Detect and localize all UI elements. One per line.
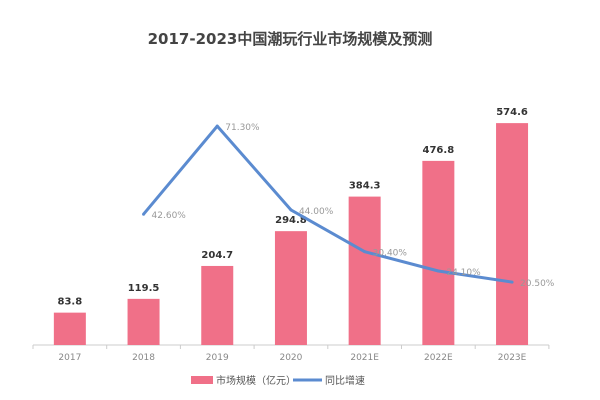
line-data-label: 71.30%	[225, 123, 260, 133]
line-point	[142, 212, 146, 216]
legend-bar-label: 市场规模（亿元）	[216, 374, 296, 387]
x-tick-label: 2017	[58, 353, 81, 363]
bar-data-label: 294.8	[275, 215, 307, 226]
bar	[201, 265, 234, 345]
chart-title: 2017-2023中国潮玩行业市场规模及预测	[147, 30, 433, 48]
bar-data-label: 574.6	[496, 107, 528, 118]
x-tick-label: 2022E	[424, 353, 453, 363]
bar-data-label: 204.7	[201, 250, 233, 261]
bar	[348, 196, 381, 345]
x-tick-label: 2019	[206, 353, 229, 363]
x-tick-label: 2018	[132, 353, 155, 363]
line-data-label: 20.50%	[520, 279, 555, 289]
bar-data-label: 119.5	[128, 283, 160, 294]
bar-data-label: 384.3	[349, 181, 381, 192]
line-point	[215, 124, 219, 128]
bar-data-label: 83.8	[58, 297, 83, 308]
line-data-label: 44.00%	[299, 207, 334, 217]
bar	[127, 298, 160, 345]
bar	[274, 231, 307, 345]
legend-bar-swatch	[191, 376, 213, 384]
line-data-label: 42.60%	[152, 211, 187, 221]
growth-line	[142, 124, 513, 284]
x-tick-label: 2023E	[498, 353, 527, 363]
line-point	[510, 280, 514, 284]
line-data-label: 30.40%	[373, 249, 408, 259]
bar	[422, 160, 455, 345]
x-tick-label: 2021E	[350, 353, 379, 363]
line-data-label: 24.10%	[446, 268, 481, 278]
legend-line-label: 同比增速	[325, 374, 365, 387]
x-tick-label: 2020	[279, 353, 302, 363]
bar	[496, 123, 529, 345]
line-point	[289, 208, 293, 212]
line-point	[436, 269, 440, 273]
bar	[53, 312, 86, 345]
bar-data-label: 476.8	[423, 145, 455, 156]
line-point	[363, 250, 367, 254]
